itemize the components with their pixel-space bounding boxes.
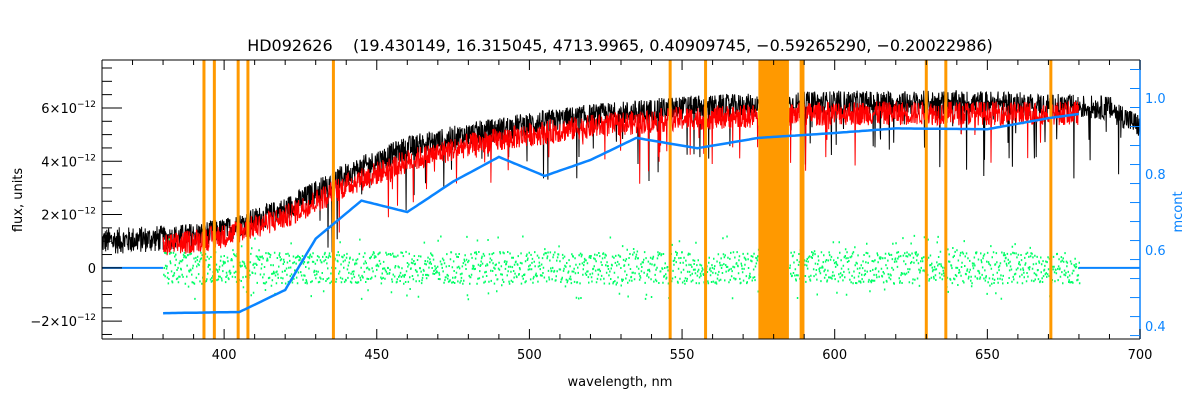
- x-tick-label: 650: [975, 348, 1000, 363]
- residual-points: [163, 234, 1081, 301]
- model-spectrum-line: [162, 100, 1080, 256]
- x-tick-label: 400: [212, 348, 237, 363]
- y2-tick-label: 0.8: [1145, 168, 1166, 183]
- mcont-line: [163, 112, 1080, 315]
- y-tick-label: 2×10−12: [41, 207, 96, 224]
- y2-axis-label: mcont: [1171, 191, 1186, 232]
- x-tick-label: 550: [670, 348, 695, 363]
- masked-band: [758, 60, 789, 339]
- x-axis-label: wavelength, nm: [568, 375, 673, 390]
- y-tick-label: 6×10−12: [41, 100, 96, 117]
- x-tick-label: 700: [1128, 348, 1153, 363]
- y-tick-label: 4×10−12: [41, 153, 96, 170]
- y2-tick-label: 1.0: [1145, 92, 1166, 107]
- observed-spectrum-line: [101, 90, 1141, 254]
- x-tick-label: 600: [822, 348, 847, 363]
- y2-tick-label: 0.4: [1145, 320, 1166, 335]
- y2-tick-label: 0.6: [1145, 244, 1166, 259]
- chart-title: HD092626 (19.430149, 16.315045, 4713.996…: [247, 36, 993, 55]
- x-tick-label: 500: [517, 348, 542, 363]
- x-tick-label: 450: [364, 348, 389, 363]
- y-tick-label: 0: [88, 262, 96, 277]
- y-axis-label: flux, units: [11, 168, 26, 233]
- y-tick-label: −2×10−12: [30, 313, 96, 330]
